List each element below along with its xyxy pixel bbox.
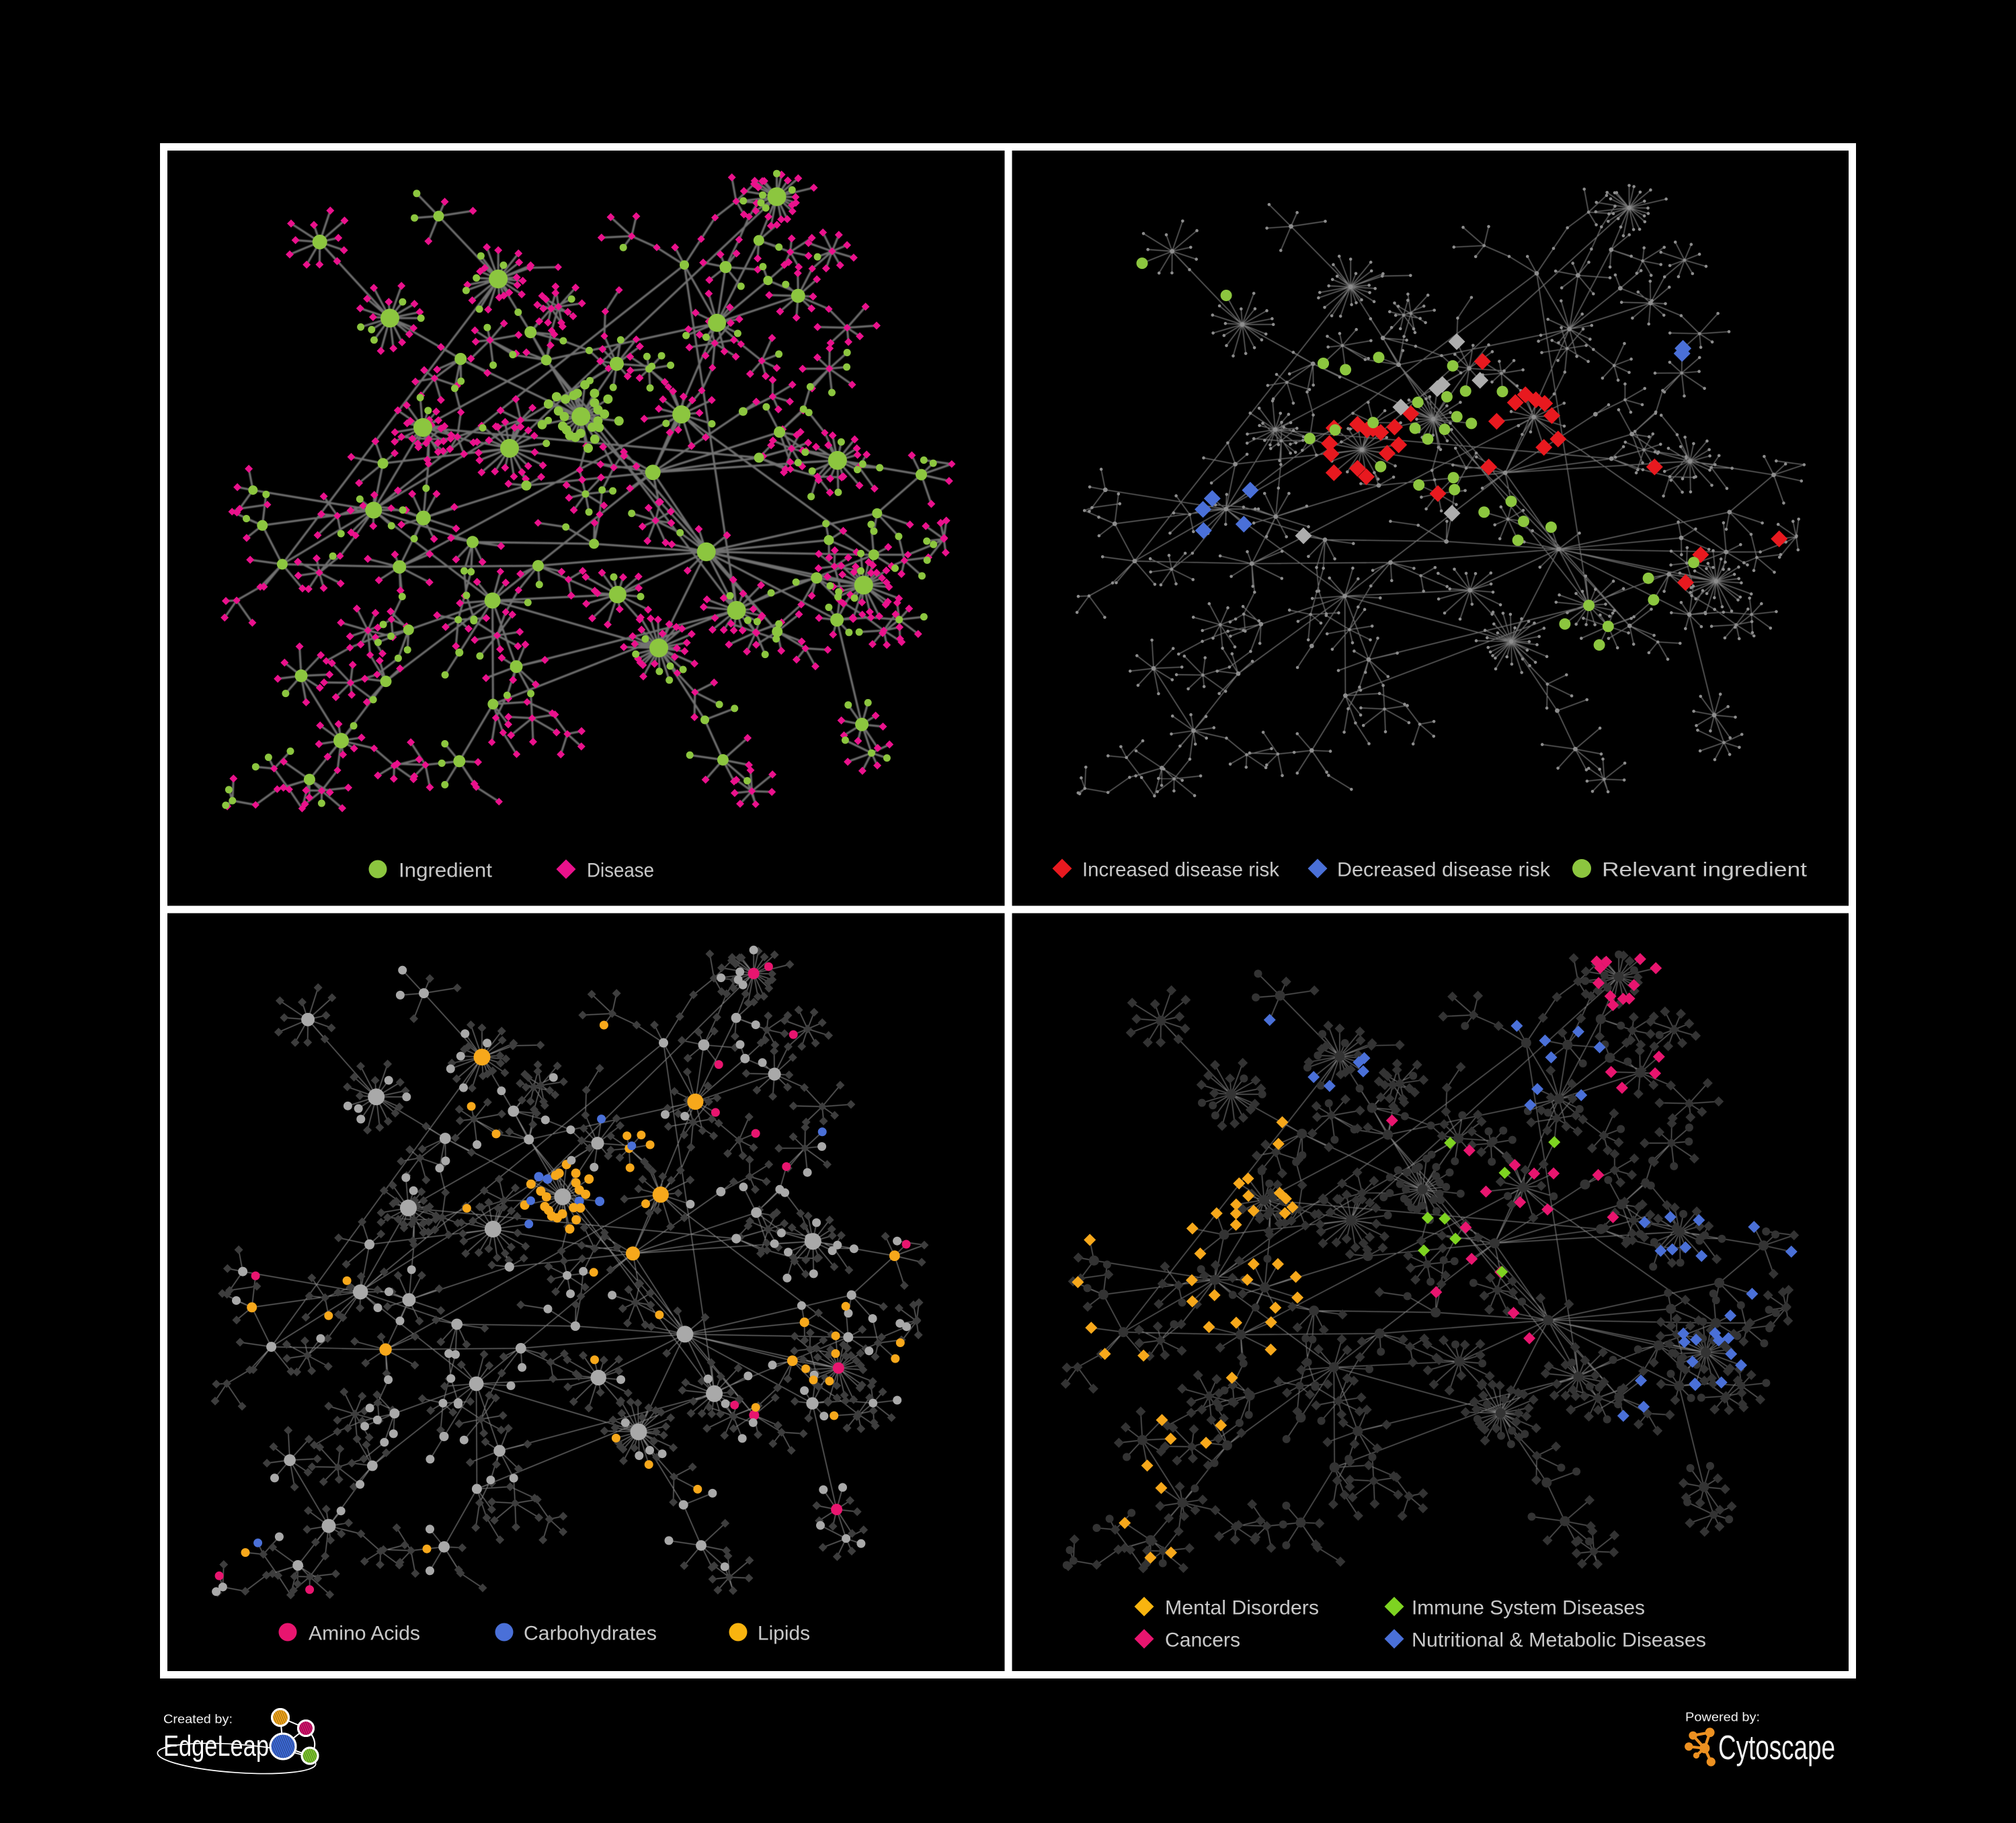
svg-text:Carbohydrates: Carbohydrates [524,1623,657,1645]
svg-text:Disease: Disease [587,860,654,882]
svg-text:Cytoscape: Cytoscape [1718,1728,1835,1767]
svg-text:Lipids: Lipids [758,1623,810,1645]
svg-text:Ingredient: Ingredient [399,860,493,882]
svg-text:Immune System Diseases: Immune System Diseases [1412,1597,1645,1619]
svg-text:Nutritional & Metabolic Diseas: Nutritional & Metabolic Diseases [1412,1629,1706,1652]
svg-text:Created by:: Created by: [163,1712,233,1726]
svg-text:Amino Acids: Amino Acids [309,1623,420,1645]
svg-text:Mental Disorders: Mental Disorders [1165,1597,1319,1619]
svg-text:Increased disease risk: Increased disease risk [1082,859,1280,881]
svg-text:Powered by:: Powered by: [1685,1710,1760,1724]
svg-text:Decreased disease risk: Decreased disease risk [1337,859,1551,881]
svg-text:Cancers: Cancers [1165,1629,1240,1652]
svg-text:Relevant ingredient: Relevant ingredient [1602,859,1808,881]
